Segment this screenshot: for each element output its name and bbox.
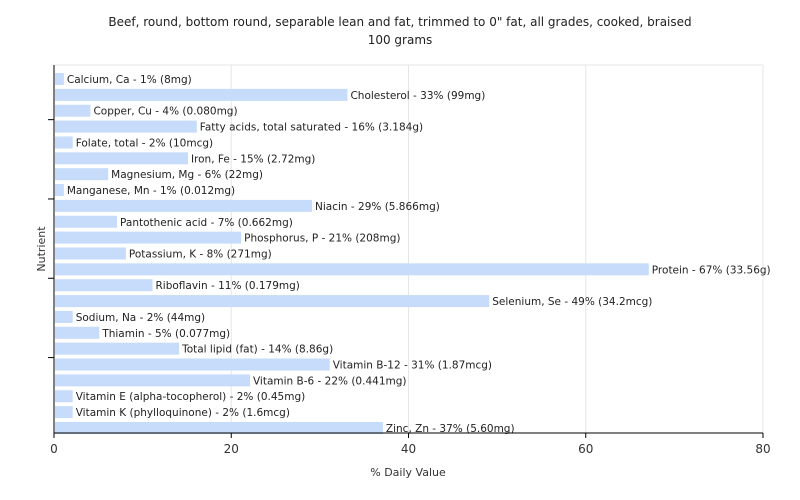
bar — [55, 199, 313, 212]
bar — [55, 136, 73, 149]
bar — [55, 73, 64, 85]
x-tick-label: 20 — [224, 442, 239, 456]
bar — [55, 358, 330, 371]
bar-label: Zinc, Zn - 37% (5.60mg) — [386, 423, 515, 435]
bar — [55, 374, 250, 387]
bar — [55, 152, 188, 165]
bar — [55, 247, 126, 260]
bar-label: Manganese, Mn - 1% (0.012mg) — [67, 185, 235, 197]
bar — [55, 390, 73, 403]
bar-label: Protein - 67% (33.56g) — [652, 264, 771, 276]
bar-label: Iron, Fe - 15% (2.72mg) — [191, 153, 315, 165]
bar — [55, 342, 180, 355]
bar — [55, 168, 109, 181]
x-tick-label: 40 — [401, 442, 416, 456]
bar — [55, 104, 91, 117]
bar — [55, 231, 242, 244]
bar-label: Vitamin B-6 - 22% (0.441mg) — [253, 375, 407, 387]
axis-layer: 0 20 40 60 80 — [48, 65, 771, 456]
bar-label: Niacin - 29% (5.866mg) — [315, 201, 440, 213]
grid-layer — [54, 64, 764, 433]
x-axis-label: % Daily Value — [370, 466, 446, 479]
bar — [55, 263, 649, 276]
bar — [55, 310, 73, 323]
bar-label: Fatty acids, total saturated - 16% (3.18… — [200, 122, 423, 134]
bar — [55, 279, 153, 292]
bar-label-layer: Calcium, Ca - 1% (8mg) Cholesterol - 33% … — [67, 74, 771, 435]
bar-label: Folate, total - 2% (10mcg) — [76, 137, 213, 149]
bar-label: Cholesterol - 33% (99mg) — [350, 90, 485, 102]
bar-label: Total lipid (fat) - 14% (8.86g) — [181, 344, 333, 356]
x-tick-label: 0 — [50, 442, 58, 456]
bar-label: Calcium, Ca - 1% (8mg) — [67, 74, 192, 86]
bar-label: Pantothenic acid - 7% (0.662mg) — [120, 217, 293, 229]
bar-label: Vitamin B-12 - 31% (1.87mcg) — [333, 360, 492, 372]
x-tick-label: 80 — [755, 442, 770, 456]
bar-label: Phosphorus, P - 21% (208mg) — [244, 233, 400, 245]
bar-label: Thiamin - 5% (0.077mg) — [101, 328, 230, 340]
bar — [55, 295, 490, 308]
chart-title: Beef, round, bottom round, separable lea… — [108, 15, 692, 29]
bar — [55, 120, 197, 133]
bar-label: Vitamin K (phylloquinone) - 2% (1.6mcg) — [76, 407, 290, 419]
bar-label: Selenium, Se - 49% (34.2mcg) — [492, 296, 652, 308]
bar — [55, 184, 64, 197]
x-tick-label: 60 — [578, 442, 593, 456]
bar-layer — [55, 73, 649, 434]
bar — [55, 406, 73, 419]
bar — [55, 215, 118, 228]
bar-label: Vitamin E (alpha-tocopherol) - 2% (0.45m… — [76, 391, 306, 403]
y-axis-label: Nutrient — [35, 226, 48, 272]
bar — [55, 421, 383, 434]
chart-subtitle: 100 grams — [367, 33, 433, 47]
bar-label: Sodium, Na - 2% (44mg) — [76, 312, 205, 324]
bar — [55, 326, 100, 339]
bar-label: Potassium, K - 8% (271mg) — [129, 248, 272, 260]
bar-label: Magnesium, Mg - 6% (22mg) — [111, 169, 263, 181]
bar — [55, 88, 348, 101]
bar-label: Riboflavin - 11% (0.179mg) — [155, 280, 299, 292]
bar-label: Copper, Cu - 4% (0.080mg) — [93, 106, 237, 118]
